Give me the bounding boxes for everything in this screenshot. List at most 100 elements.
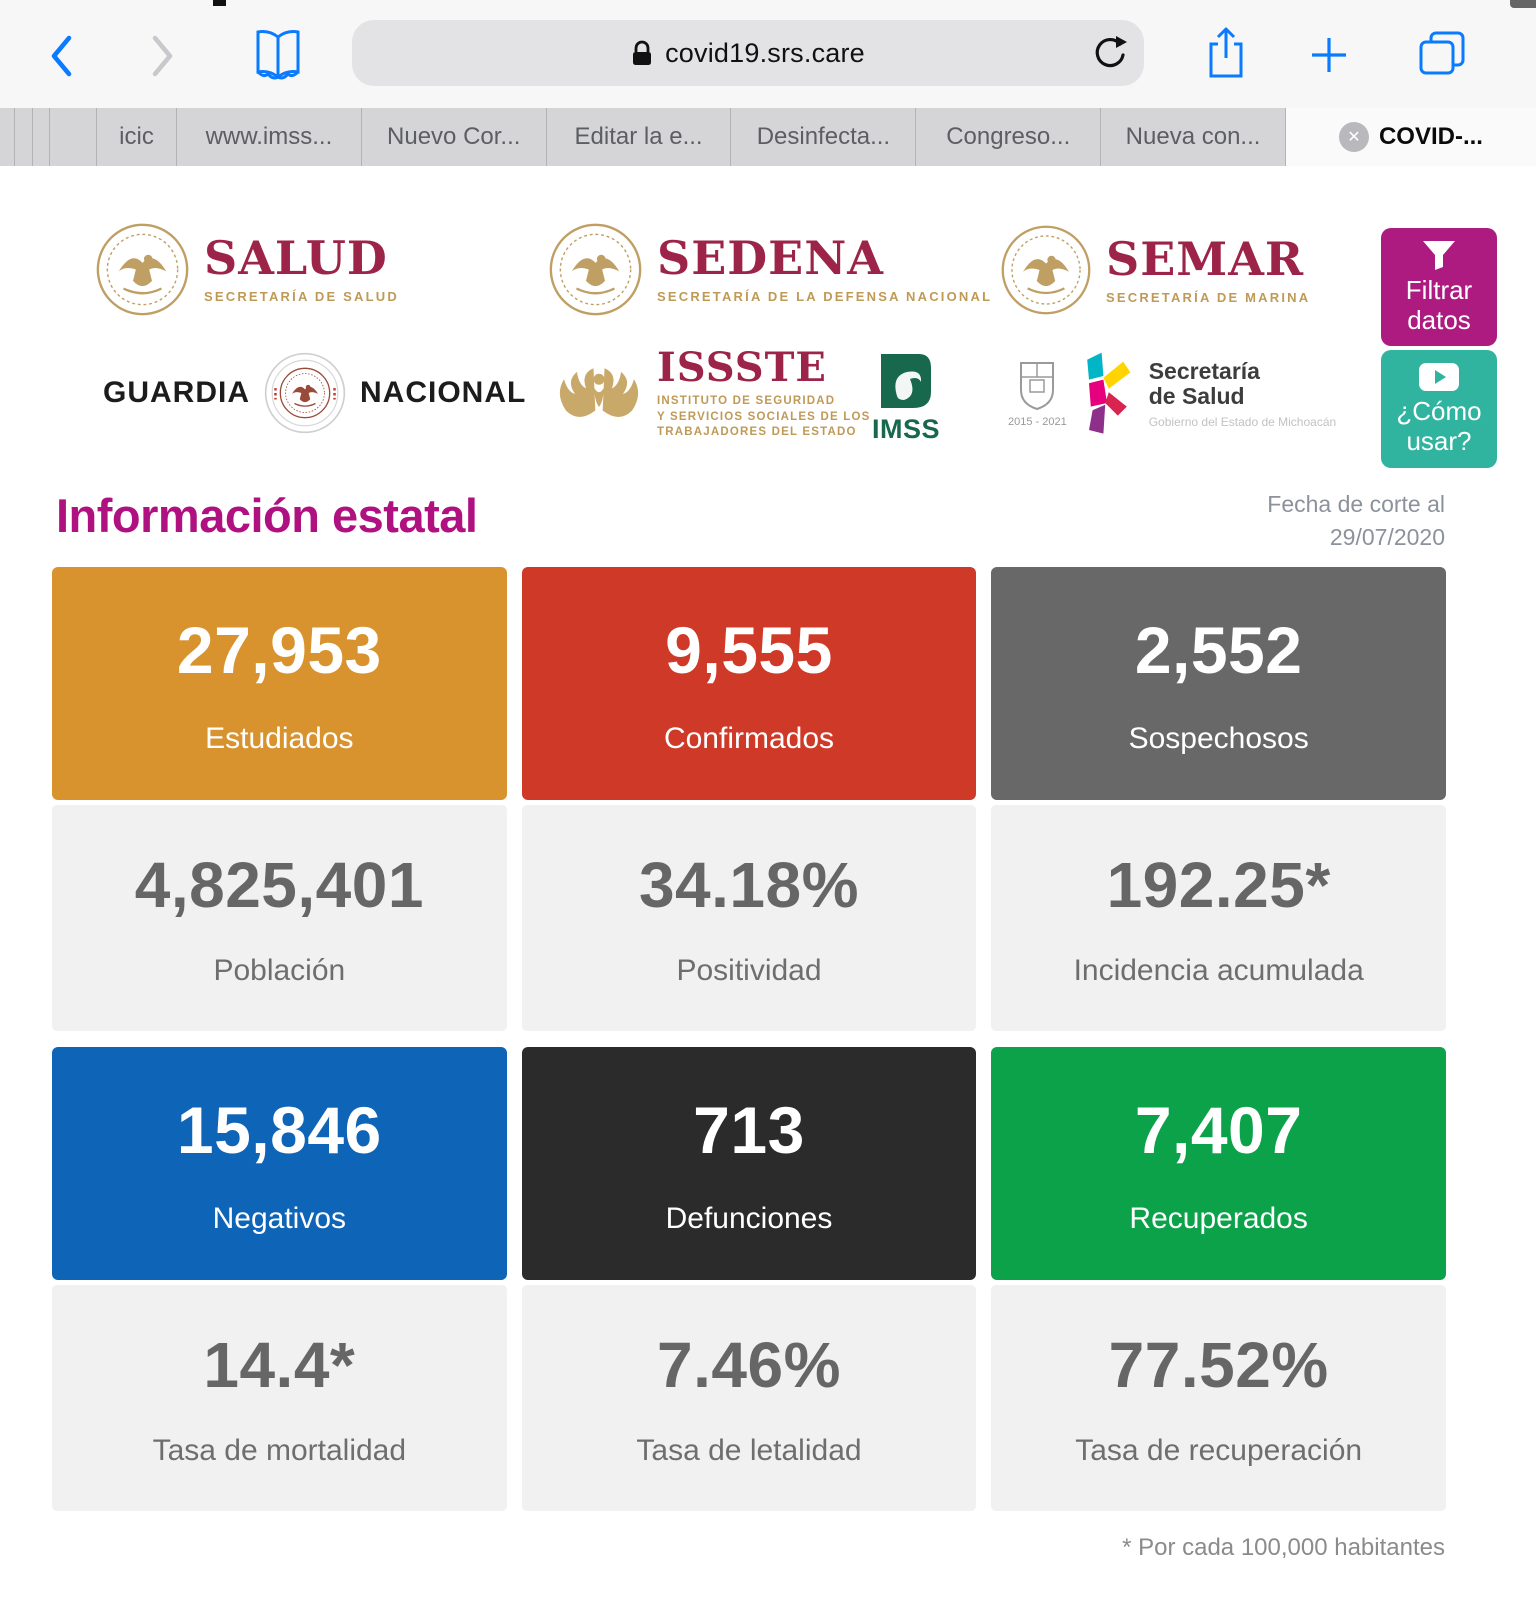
stat-label: Recuperados — [1129, 1201, 1308, 1235]
sub-value: 7.46% — [657, 1329, 841, 1401]
stat-label: Estudiados — [205, 721, 354, 755]
sedena-subtitle: SECRETARÍA DE LA DEFENSA NACIONAL — [657, 289, 993, 304]
salud-subtitle: SECRETARÍA DE SALUD — [204, 289, 399, 304]
tab-label: icic — [119, 123, 154, 150]
reload-icon[interactable] — [1090, 34, 1128, 74]
statusbar-remnant — [213, 0, 226, 6]
browser-tab[interactable] — [0, 108, 15, 166]
stat-value: 15,846 — [176, 1092, 382, 1167]
tab-bar: icic www.imss... Nuevo Cor... Editar la e..… — [0, 108, 1536, 166]
stat-card-defunciones: 713 Defunciones — [521, 1047, 977, 1280]
forward-button-icon[interactable] — [148, 33, 176, 79]
stat-block-defunciones: 713 Defunciones 7.46% Tasa de letalidad — [521, 1047, 977, 1511]
browser-tab[interactable]: Nuevo Cor... — [362, 108, 547, 166]
browser-tab[interactable]: www.imss... — [177, 108, 362, 166]
stat-subcard-estudiados: 4,825,401 Población — [52, 805, 507, 1031]
sub-value: 34.18% — [638, 849, 860, 921]
guardia-seal-icon — [264, 352, 346, 434]
close-tab-icon[interactable]: ✕ — [1338, 122, 1369, 152]
browser-tab-active[interactable]: ✕ COVID-... — [1285, 108, 1536, 166]
stat-value: 7,407 — [1134, 1092, 1303, 1167]
imss-shield-icon — [881, 354, 931, 408]
semar-title: SEMAR — [1106, 231, 1305, 286]
stat-card-sospechosos: 2,552 Sospechosos — [991, 567, 1446, 800]
browser-tab[interactable]: icic — [97, 108, 177, 166]
michoacan-years: 2015 - 2021 — [1008, 416, 1067, 428]
stat-subcard-negativos: 14.4* Tasa de mortalidad — [52, 1285, 507, 1511]
sedena-eagle-seal-icon — [548, 222, 643, 317]
tab-label: Nuevo Cor... — [387, 123, 521, 150]
page-title: Información estatal — [56, 489, 478, 542]
logo-issste: ISSSTE INSTITUTO DE SEGURIDAD Y SERVICIO… — [553, 348, 870, 441]
browser-tab[interactable]: Desinfecta... — [731, 108, 917, 166]
lock-icon — [631, 39, 653, 67]
browser-tab[interactable]: Nueva con... — [1101, 108, 1286, 166]
browser-tab[interactable] — [33, 108, 50, 166]
sub-value: 4,825,401 — [134, 849, 424, 921]
stat-value: 713 — [693, 1092, 805, 1167]
nacional-word: NACIONAL — [360, 376, 527, 409]
stat-block-confirmados: 9,555 Confirmados 34.18% Positividad — [521, 567, 977, 1031]
browser-tab[interactable]: Congreso... — [916, 108, 1102, 166]
url-text: covid19.srs.care — [665, 37, 865, 68]
sub-value: 77.52% — [1108, 1329, 1329, 1401]
sub-label: Incidencia acumulada — [1073, 954, 1364, 987]
funnel-icon — [1423, 241, 1455, 271]
stat-card-estudiados: 27,953 Estudiados — [52, 567, 507, 800]
issste-title: ISSSTE — [657, 344, 827, 391]
michoacan-title: Secretaría de Salud — [1148, 358, 1260, 409]
issste-subtitle: INSTITUTO DE SEGURIDAD Y SERVICIOS SOCIA… — [657, 395, 871, 439]
play-video-icon — [1419, 363, 1459, 392]
stat-label: Negativos — [212, 1201, 347, 1235]
browser-tab[interactable] — [15, 108, 33, 166]
filter-data-button[interactable]: Filtrar datos — [1381, 228, 1497, 346]
new-tab-icon[interactable] — [1310, 36, 1348, 74]
michoacan-coat-of-arms-icon — [1020, 362, 1055, 411]
logo-guardia-nacional: GUARDIA NACIONAL — [103, 352, 526, 434]
footnote: * Por cada 100,000 habitantes — [1122, 1534, 1445, 1561]
tab-label: Desinfecta... — [756, 123, 891, 150]
stat-block-estudiados: 27,953 Estudiados 4,825,401 Población — [52, 567, 507, 1031]
sedena-title: SEDENA — [657, 231, 884, 285]
sub-label: Tasa de mortalidad — [152, 1434, 407, 1467]
share-icon[interactable] — [1205, 26, 1247, 80]
browser-tab[interactable]: Editar la e... — [547, 108, 732, 166]
imss-title: IMSS — [872, 414, 941, 444]
tab-label: Nueva con... — [1125, 123, 1261, 150]
tab-overview-icon[interactable] — [1418, 30, 1466, 76]
sub-label: Positividad — [676, 954, 822, 987]
sub-value: 14.4* — [203, 1329, 356, 1401]
stat-value: 2,552 — [1134, 612, 1303, 687]
stat-value: 27,953 — [176, 612, 382, 687]
logo-imss: IMSS — [872, 350, 940, 445]
stat-card-recuperados: 7,407 Recuperados — [991, 1047, 1446, 1280]
tab-label: Congreso... — [946, 123, 1071, 150]
how-to-use-button[interactable]: ¿Cómo usar? — [1381, 350, 1497, 468]
back-button-icon[interactable] — [48, 33, 76, 79]
stat-card-confirmados: 9,555 Confirmados — [521, 567, 977, 800]
stat-subcard-confirmados: 34.18% Positividad — [521, 805, 977, 1031]
stat-card-negativos: 15,846 Negativos — [52, 1047, 507, 1280]
michoacan-subtitle: Gobierno del Estado de Michoacán — [1148, 414, 1337, 429]
tab-label: www.imss... — [205, 123, 333, 150]
stat-block-sospechosos: 2,552 Sospechosos 192.25* Incidencia acumul… — [991, 567, 1446, 1031]
howto-button-label: ¿Cómo usar? — [1396, 396, 1482, 456]
guardia-word: GUARDIA — [103, 376, 250, 409]
sub-label: Población — [213, 954, 346, 987]
sub-label: Tasa de recuperación — [1075, 1434, 1363, 1467]
stat-label: Confirmados — [663, 721, 835, 755]
stat-block-negativos: 15,846 Negativos 14.4* Tasa de mortalidad — [52, 1047, 507, 1511]
logo-michoacan-salud: 2015 - 2021 Secretaría de Salud Gobierno… — [1008, 350, 1336, 438]
stat-block-recuperados: 7,407 Recuperados 77.52% Tasa de recuperaci… — [991, 1047, 1446, 1511]
bookmarks-icon[interactable] — [252, 28, 304, 84]
stat-subcard-sospechosos: 192.25* Incidencia acumulada — [991, 805, 1446, 1031]
stat-subcard-defunciones: 7.46% Tasa de letalidad — [521, 1285, 977, 1511]
logo-semar: SEMAR SECRETARÍA DE MARINA — [1000, 224, 1310, 316]
address-bar[interactable]: covid19.srs.care — [352, 20, 1144, 86]
sub-label: Tasa de letalidad — [636, 1434, 862, 1467]
browser-tab[interactable] — [50, 108, 97, 166]
issste-hands-icon — [559, 368, 639, 418]
logo-salud: SALUD SECRETARÍA DE SALUD — [95, 222, 399, 317]
stat-value: 9,555 — [665, 612, 833, 687]
